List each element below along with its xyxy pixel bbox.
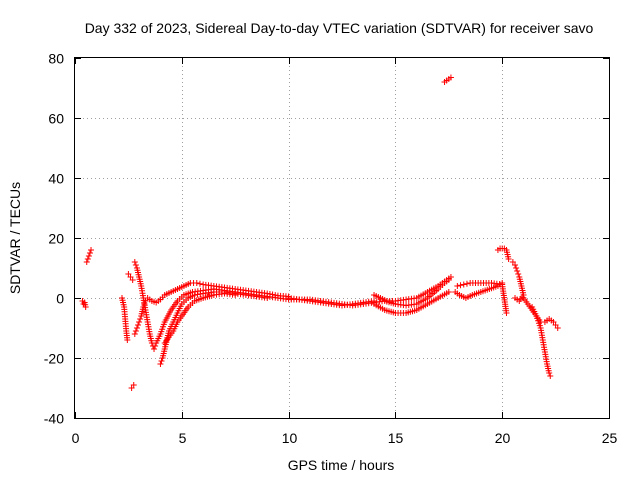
data-point-marker [447, 274, 454, 280]
data-point-marker [513, 265, 520, 271]
tick-marks [75, 58, 610, 419]
x-tick-label: 25 [602, 430, 618, 446]
data-point-marker [157, 361, 164, 367]
data-point-marker [554, 325, 561, 331]
x-tick-label: 10 [282, 430, 298, 446]
data-point-marker [151, 346, 158, 352]
data-point-marker [82, 304, 89, 310]
chart-title: Day 332 of 2023, Sidereal Day-to-day VTE… [85, 20, 594, 36]
y-tick-label: -40 [44, 411, 64, 427]
data-point-marker [84, 256, 91, 262]
data-point-marker [514, 268, 521, 274]
data-points [79, 74, 561, 391]
data-point-marker [503, 310, 510, 316]
y-axis-title: SDTVAR / TECUs [7, 182, 23, 294]
data-point-marker [447, 74, 454, 81]
data-point-marker [130, 382, 137, 388]
data-point-marker [152, 343, 159, 349]
y-tick-label: 60 [48, 111, 64, 127]
data-point-marker [512, 262, 519, 268]
data-point-marker [264, 295, 271, 301]
data-point-marker [547, 373, 554, 379]
y-tick-label: 0 [56, 291, 64, 307]
x-tick-label: 0 [72, 430, 80, 446]
data-point-marker [129, 277, 136, 283]
y-tick-label: 20 [48, 231, 64, 247]
x-axis-title: GPS time / hours [288, 457, 395, 473]
data-point-marker [232, 292, 239, 298]
data-point-marker [512, 295, 519, 301]
data-point-marker [463, 280, 470, 287]
x-tick-label: 20 [495, 430, 511, 446]
plot-frame [74, 57, 610, 419]
data-point-marker [132, 328, 139, 334]
data-point-marker [546, 370, 553, 376]
data-point-marker [515, 271, 522, 277]
data-point-marker [124, 337, 131, 343]
x-tick-label: 5 [179, 430, 187, 446]
data-point-marker [85, 253, 92, 259]
data-point-marker [457, 282, 464, 289]
data-point-marker [196, 280, 203, 287]
data-point-marker [133, 325, 140, 331]
data-point-marker [88, 247, 95, 253]
x-tick-label: 15 [388, 430, 404, 446]
data-point-marker [131, 259, 138, 265]
data-point-marker [86, 250, 93, 256]
grid-lines [75, 58, 609, 418]
data-point-marker [136, 319, 143, 325]
y-tick-labels: -40 -20 0 20 40 60 80 [44, 51, 64, 427]
data-point-marker [135, 322, 142, 328]
y-tick-label: -20 [44, 351, 64, 367]
data-point-marker [454, 283, 461, 289]
data-point-marker [132, 262, 139, 268]
data-point-marker [83, 259, 90, 265]
data-point-marker [505, 256, 512, 262]
data-point-marker [460, 281, 467, 288]
x-tick-labels: 0 5 10 15 20 25 [72, 430, 618, 446]
data-point-marker [131, 331, 138, 337]
data-point-marker [193, 280, 200, 286]
y-tick-label: 40 [48, 171, 64, 187]
data-point-marker [137, 316, 144, 322]
y-tick-label: 80 [48, 51, 64, 67]
data-point-marker [445, 289, 452, 295]
data-point-marker [158, 358, 165, 364]
